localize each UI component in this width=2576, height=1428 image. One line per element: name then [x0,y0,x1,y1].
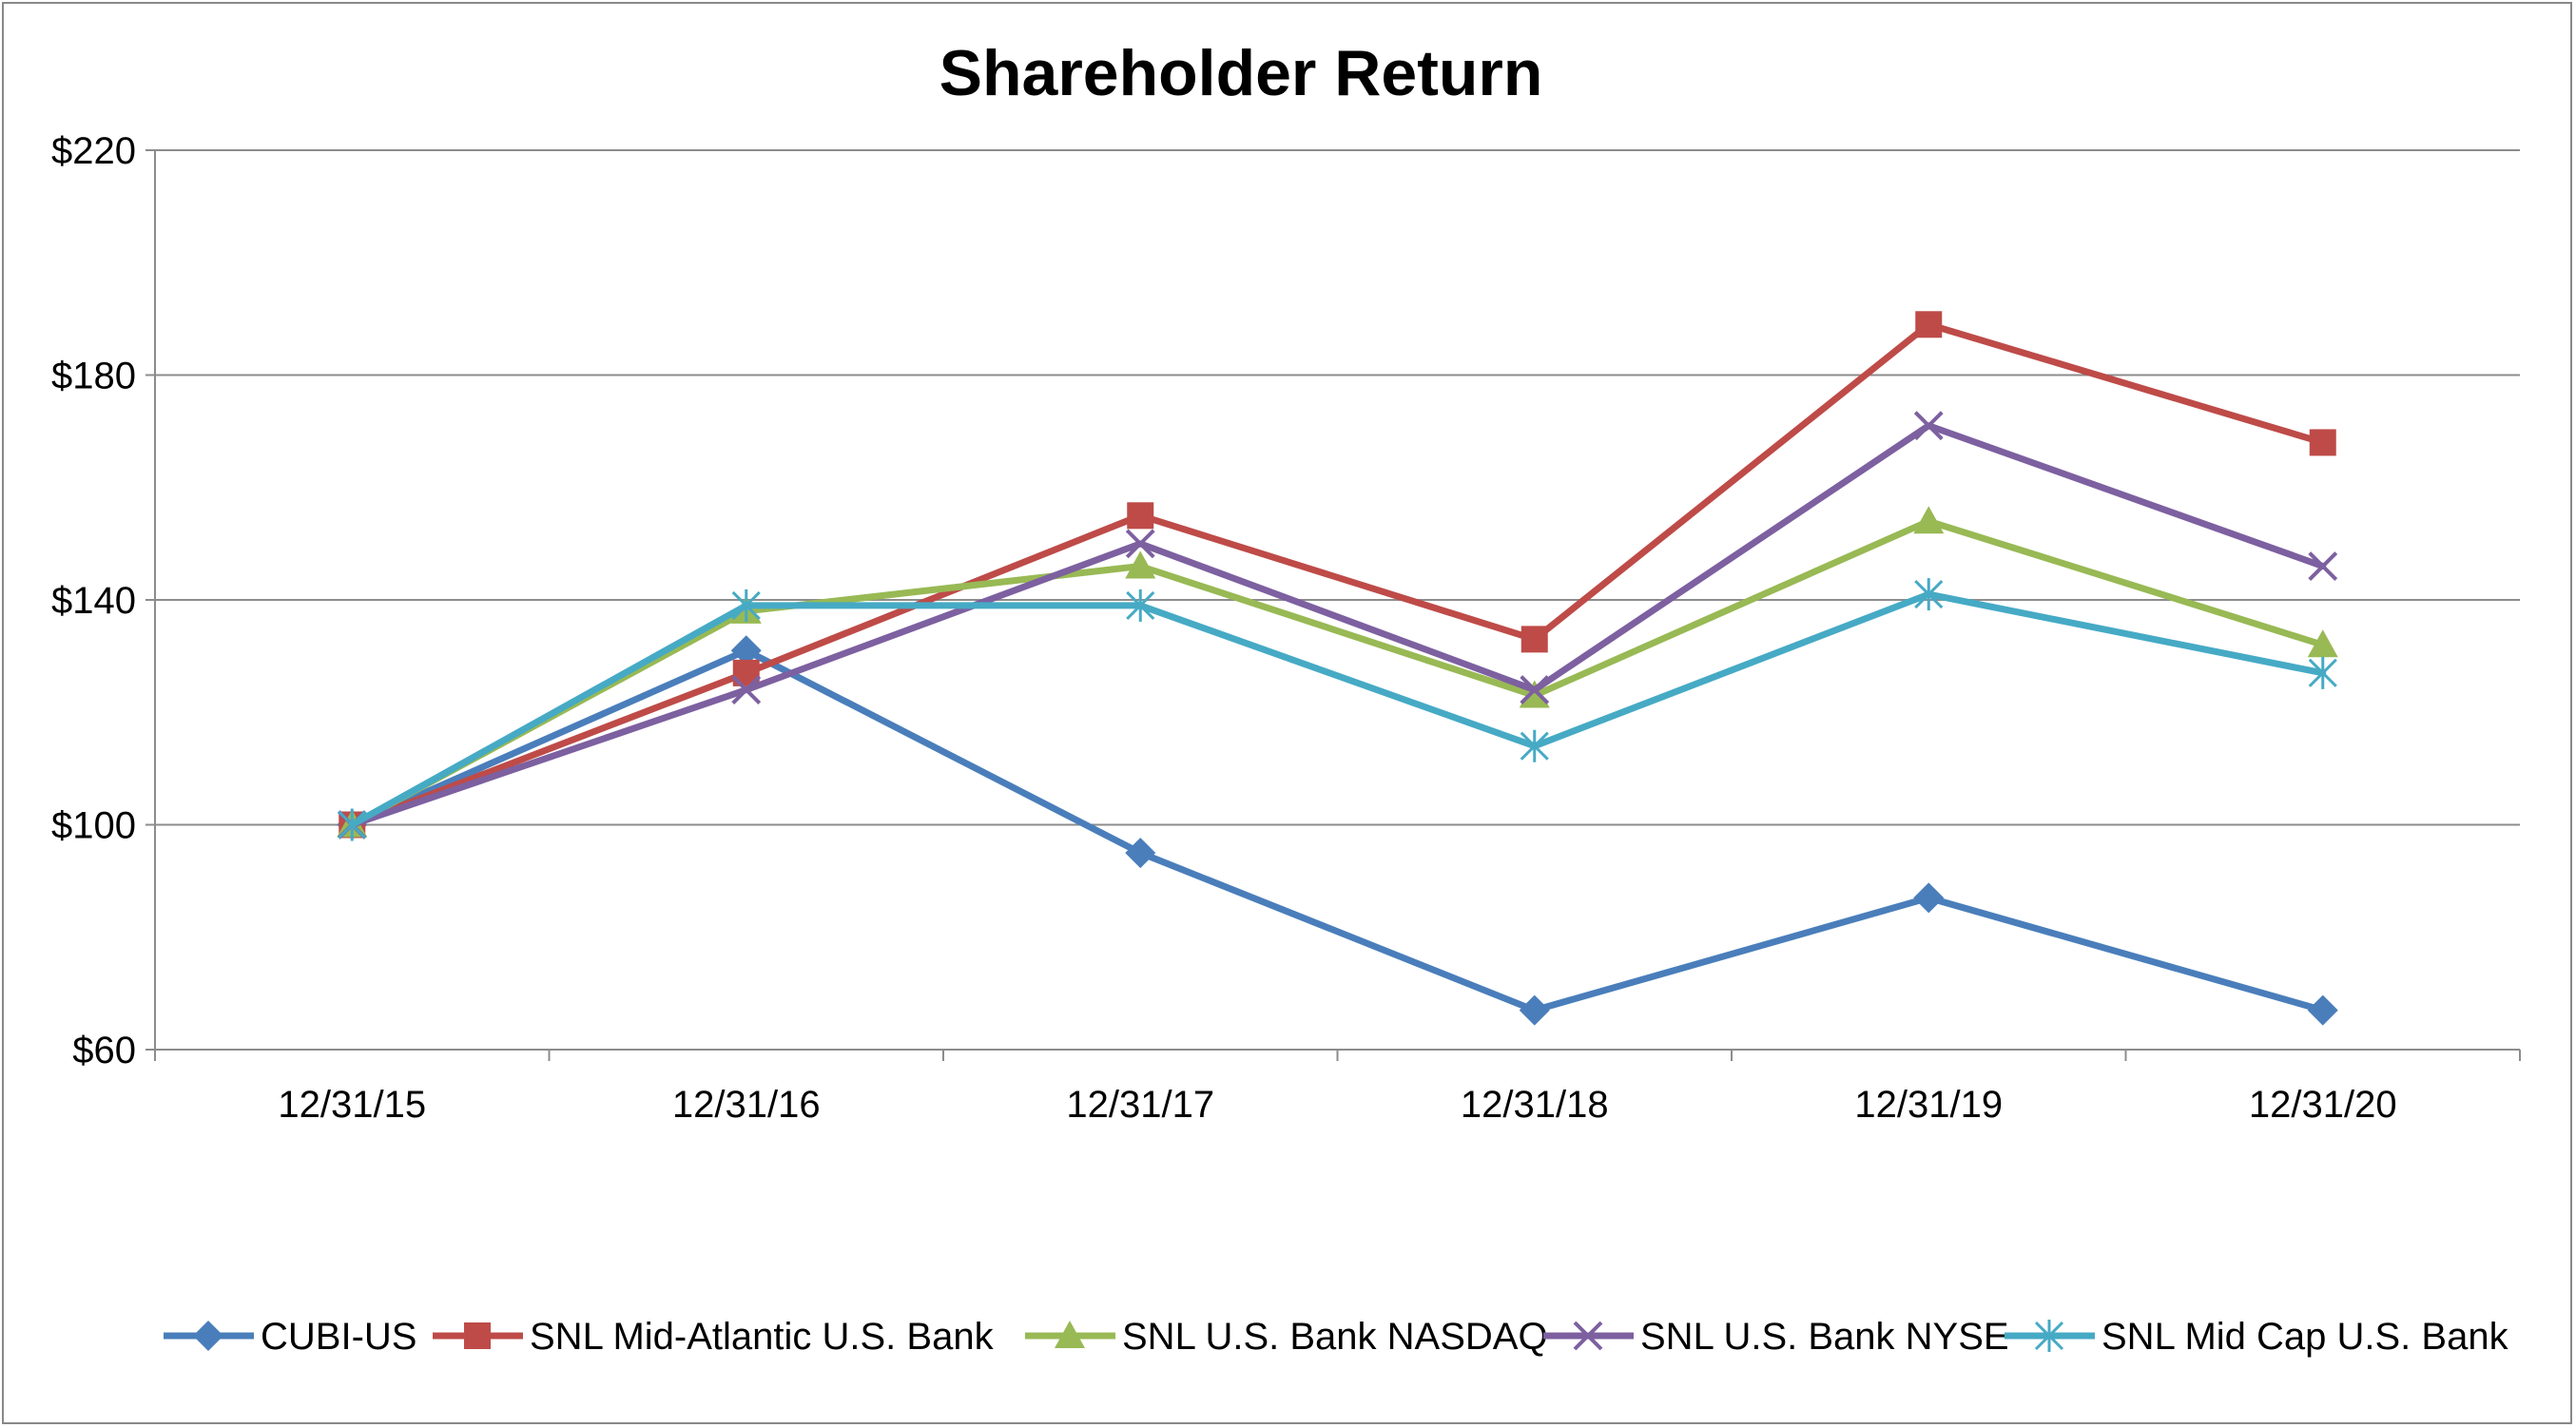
data-point [1913,882,1945,914]
data-point [1915,311,1943,338]
legend-marker [464,1322,491,1349]
y-tick-label: $220 [51,130,136,172]
data-point [731,589,761,622]
legend-label: SNL U.S. Bank NYSE [1640,1316,2009,1358]
data-point [1520,675,1550,705]
legend-marker [193,1321,223,1351]
data-point [1519,680,1550,708]
series-group [337,311,2338,1026]
series-1 [337,635,2338,1026]
legend-item: CUBI-US [164,1316,416,1358]
data-point [1913,506,1945,534]
x-tick-label: 12/31/15 [278,1084,426,1126]
x-tick-label: 12/31/16 [672,1084,821,1126]
legend-item: SNL U.S. Bank NASDAQ [1025,1316,1548,1358]
data-point [1126,589,1155,622]
series-line [348,646,2327,1014]
series-2 [339,311,2336,839]
data-point [2307,629,2338,658]
x-tick-label: 12/31/17 [1066,1084,1214,1126]
data-point [1914,578,1944,611]
data-point [1520,729,1549,762]
legend-label: CUBI-US [261,1316,416,1358]
x-tick-label: 12/31/18 [1461,1084,1609,1126]
legend-marker [1055,1321,1085,1348]
legend-label: SNL Mid-Atlantic U.S. Bank [530,1316,995,1358]
legend-marker [2034,1320,2064,1352]
data-point [730,635,762,666]
legend-label: SNL Mid Cap U.S. Bank [2101,1316,2509,1358]
data-point [2308,656,2337,689]
series-3 [337,506,2338,838]
data-point [2308,551,2338,581]
y-tick-label: $140 [51,580,136,622]
legend: CUBI-US SNL Mid-Atlantic U.S. Bank SNL U.S… [164,1316,2509,1358]
data-point [2307,994,2338,1026]
x-tick-label: 12/31/20 [2249,1084,2397,1126]
data-point [2309,429,2336,456]
legend-item: SNL Mid-Atlantic U.S. Bank [433,1316,995,1358]
data-point [731,675,762,705]
legend-item: SNL U.S. Bank NYSE [1543,1316,2009,1358]
series-line [348,517,2327,828]
series-line [348,422,2327,828]
legend-marker [1573,1321,1603,1351]
y-axis-ticks: $60 $100 $140 $180 $220 [51,130,155,1071]
gridlines [155,149,2520,826]
data-point [338,808,367,841]
legend-item: SNL Mid Cap U.S. Bank [2005,1316,2509,1358]
data-point [1519,994,1550,1026]
y-tick-label: $180 [51,356,136,397]
data-point [1913,411,1944,441]
y-tick-label: $60 [72,1030,136,1071]
data-point [1125,529,1155,559]
legend-label: SNL U.S. Bank NASDAQ [1122,1316,1548,1358]
data-point [1125,550,1156,579]
x-tick-label: 12/31/19 [1854,1084,2003,1126]
data-point [1127,502,1154,530]
series-line [348,590,2327,828]
series-4 [337,411,2338,839]
series-line [348,320,2327,828]
series-5 [338,578,2337,841]
chart-title: Shareholder Return [939,37,1543,109]
x-axis-ticks: 12/31/15 12/31/16 12/31/17 12/31/18 12/31/19… [154,1050,2521,1126]
y-tick-label: $100 [51,805,136,847]
data-point [1520,626,1548,653]
data-point [1125,838,1156,869]
